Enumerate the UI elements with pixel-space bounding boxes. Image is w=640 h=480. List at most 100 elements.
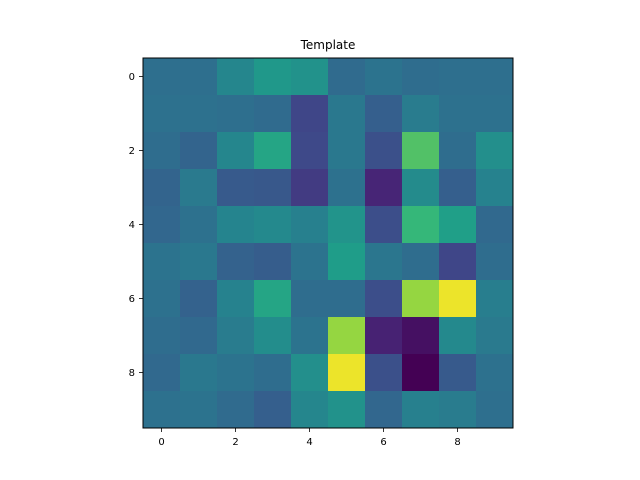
x-tick-label: 4 — [306, 437, 312, 448]
heatmap-cell-r2-c5 — [328, 132, 366, 170]
x-axis: 0 2 4 6 8 — [158, 428, 461, 448]
y-tick-label: 6 — [129, 294, 135, 305]
heatmap-cell-r3-c7 — [402, 169, 440, 207]
heatmap-cell-r6-c3 — [254, 280, 292, 318]
heatmap-cell-r1-c3 — [254, 95, 292, 133]
heatmap-cell-r4-c1 — [180, 206, 218, 244]
heatmap-cell-r5-c4 — [291, 243, 329, 281]
heatmap-cell-r8-c3 — [254, 354, 292, 392]
heatmap-cell-r5-c5 — [328, 243, 366, 281]
plot-frame — [142, 57, 514, 429]
y-tick-label: 8 — [129, 368, 135, 379]
heatmap-cell-r5-c3 — [254, 243, 292, 281]
heatmap-cell-r1-c4 — [291, 95, 329, 133]
heatmap-cell-r9-c9 — [476, 391, 514, 429]
heatmap-cell-r1-c9 — [476, 95, 514, 133]
heatmap-cell-r3-c4 — [291, 169, 329, 207]
y-tick-label: 2 — [129, 146, 135, 157]
heatmap-cell-r9-c5 — [328, 391, 366, 429]
heatmap-cell-r0-c9 — [476, 58, 514, 96]
heatmap-cell-r8-c8 — [439, 354, 477, 392]
heatmap-cell-r1-c0 — [143, 95, 181, 133]
heatmap-cell-r3-c5 — [328, 169, 366, 207]
heatmap-cell-r4-c8 — [439, 206, 477, 244]
heatmap-cell-r3-c8 — [439, 169, 477, 207]
heatmap-cell-r1-c8 — [439, 95, 477, 133]
heatmap-cell-r2-c0 — [143, 132, 181, 170]
heatmap-cell-r3-c1 — [180, 169, 218, 207]
heatmap-cell-r3-c9 — [476, 169, 514, 207]
heatmap-cell-r0-c8 — [439, 58, 477, 96]
heatmap-cell-r8-c5 — [328, 354, 366, 392]
x-tick-label: 0 — [158, 437, 164, 448]
x-tick-label: 2 — [232, 437, 238, 448]
heatmap-cell-r4-c0 — [143, 206, 181, 244]
heatmap-cell-r5-c9 — [476, 243, 514, 281]
heatmap-cell-r0-c2 — [217, 58, 255, 96]
heatmap-cell-r0-c0 — [143, 58, 181, 96]
heatmap-cell-r6-c5 — [328, 280, 366, 318]
y-tick-label: 4 — [129, 220, 135, 231]
heatmap-cell-r6-c7 — [402, 280, 440, 318]
heatmap-cell-r9-c0 — [143, 391, 181, 429]
heatmap-cell-r9-c7 — [402, 391, 440, 429]
heatmap-cells — [143, 58, 514, 429]
heatmap-cell-r7-c6 — [365, 317, 403, 355]
heatmap-cell-r7-c7 — [402, 317, 440, 355]
heatmap-cell-r7-c4 — [291, 317, 329, 355]
heatmap-cell-r2-c7 — [402, 132, 440, 170]
heatmap-cell-r3-c2 — [217, 169, 255, 207]
heatmap-cell-r1-c5 — [328, 95, 366, 133]
heatmap-cell-r1-c2 — [217, 95, 255, 133]
heatmap-cell-r9-c6 — [365, 391, 403, 429]
heatmap-cell-r0-c3 — [254, 58, 292, 96]
heatmap-cell-r6-c9 — [476, 280, 514, 318]
heatmap-cell-r8-c4 — [291, 354, 329, 392]
heatmap-cell-r2-c1 — [180, 132, 218, 170]
heatmap-cell-r4-c3 — [254, 206, 292, 244]
heatmap-cell-r3-c3 — [254, 169, 292, 207]
heatmap-cell-r9-c8 — [439, 391, 477, 429]
heatmap-cell-r7-c9 — [476, 317, 514, 355]
heatmap-cell-r9-c3 — [254, 391, 292, 429]
heatmap-cell-r6-c1 — [180, 280, 218, 318]
x-tick-label: 8 — [454, 437, 460, 448]
heatmap-cell-r0-c4 — [291, 58, 329, 96]
heatmap-cell-r2-c3 — [254, 132, 292, 170]
heatmap-cell-r5-c1 — [180, 243, 218, 281]
heatmap-cell-r6-c8 — [439, 280, 477, 318]
heatmap-cell-r0-c5 — [328, 58, 366, 96]
heatmap-cell-r8-c9 — [476, 354, 514, 392]
heatmap-cell-r7-c8 — [439, 317, 477, 355]
heatmap-cell-r9-c1 — [180, 391, 218, 429]
heatmap-cell-r7-c5 — [328, 317, 366, 355]
heatmap-cell-r4-c5 — [328, 206, 366, 244]
heatmap-cell-r4-c6 — [365, 206, 403, 244]
heatmap-cell-r5-c0 — [143, 243, 181, 281]
heatmap-cell-r0-c7 — [402, 58, 440, 96]
heatmap-cell-r8-c6 — [365, 354, 403, 392]
heatmap-cell-r5-c8 — [439, 243, 477, 281]
heatmap-cell-r0-c1 — [180, 58, 218, 96]
heatmap-cell-r3-c6 — [365, 169, 403, 207]
heatmap-cell-r9-c2 — [217, 391, 255, 429]
heatmap-cell-r7-c3 — [254, 317, 292, 355]
heatmap-cell-r5-c2 — [217, 243, 255, 281]
heatmap-cell-r7-c0 — [143, 317, 181, 355]
heatmap-cell-r0-c6 — [365, 58, 403, 96]
heatmap-cell-r8-c2 — [217, 354, 255, 392]
heatmap-cell-r3-c0 — [143, 169, 181, 207]
heatmap-cell-r6-c0 — [143, 280, 181, 318]
heatmap-cell-r9-c4 — [291, 391, 329, 429]
heatmap-cell-r5-c6 — [365, 243, 403, 281]
heatmap-cell-r8-c7 — [402, 354, 440, 392]
heatmap-cell-r4-c7 — [402, 206, 440, 244]
heatmap-cell-r7-c2 — [217, 317, 255, 355]
heatmap-cell-r2-c8 — [439, 132, 477, 170]
y-axis: 0 2 4 6 8 — [129, 72, 143, 379]
heatmap-cell-r6-c4 — [291, 280, 329, 318]
heatmap-cell-r1-c1 — [180, 95, 218, 133]
x-tick-label: 6 — [380, 437, 386, 448]
heatmap-cell-r1-c6 — [365, 95, 403, 133]
